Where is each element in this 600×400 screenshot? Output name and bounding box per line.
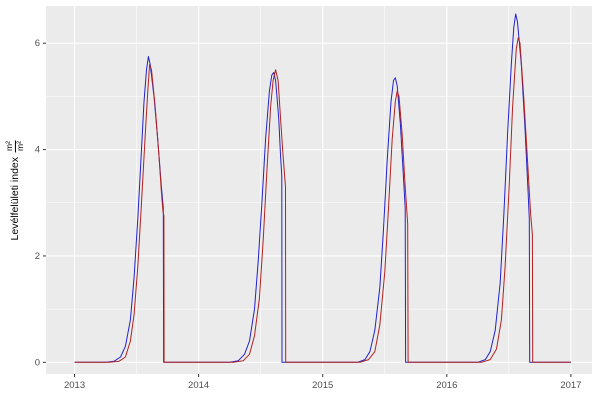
x-tick-label: 2013 xyxy=(64,380,85,391)
x-tick-label: 2014 xyxy=(188,380,209,391)
plot-panel xyxy=(46,6,592,374)
y-tick-label: 4 xyxy=(35,145,40,156)
x-tick-label: 2017 xyxy=(560,380,581,391)
y-tick-label: 6 xyxy=(35,38,40,49)
y-tick-label: 0 xyxy=(35,357,40,368)
axis-tick-labels: 2013 2014 2015 2016 2017 0 2 4 6 xyxy=(35,38,582,391)
x-tick-label: 2015 xyxy=(312,380,333,391)
axis-tick-marks xyxy=(43,42,572,377)
blue-series-line xyxy=(74,13,571,363)
gridlines-minor xyxy=(46,6,592,374)
series-lines xyxy=(74,13,571,363)
x-tick-label: 2016 xyxy=(436,380,457,391)
y-tick-label: 2 xyxy=(35,251,40,262)
red-series-line xyxy=(74,37,571,363)
